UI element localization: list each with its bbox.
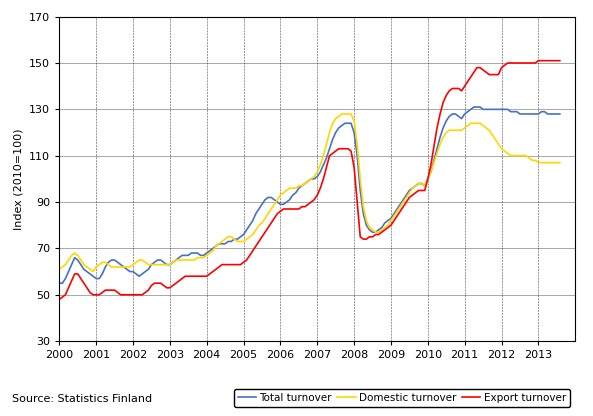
Line: Total turnover: Total turnover [59, 107, 560, 283]
Domestic turnover [90, 269, 97, 274]
Export turnover [556, 58, 563, 63]
Domestic turnover [449, 128, 456, 133]
Total turnover [421, 183, 428, 188]
Legend: Total turnover, Domestic turnover, Export turnover: Total turnover, Domestic turnover, Expor… [234, 389, 570, 407]
Export turnover [132, 292, 139, 297]
Export turnover [442, 93, 449, 98]
Total turnover [259, 202, 266, 207]
Line: Export turnover: Export turnover [59, 61, 560, 300]
Total turnover [132, 271, 139, 276]
Total turnover [295, 186, 302, 191]
Total turnover [556, 111, 563, 116]
Domestic turnover [556, 160, 563, 165]
Export turnover [295, 206, 302, 211]
Export turnover [535, 58, 542, 63]
Domestic turnover [538, 160, 545, 165]
Domestic turnover [338, 111, 345, 116]
Line: Domestic turnover: Domestic turnover [59, 114, 560, 272]
Export turnover [56, 297, 63, 302]
Total turnover [442, 119, 449, 124]
Domestic turnover [56, 267, 63, 272]
Export turnover [532, 60, 539, 65]
Y-axis label: Index (2010=100): Index (2010=100) [14, 128, 24, 230]
Total turnover [535, 111, 542, 116]
Domestic turnover [262, 216, 269, 221]
Domestic turnover [136, 258, 143, 262]
Export turnover [421, 188, 428, 193]
Text: Source: Statistics Finland: Source: Statistics Finland [12, 394, 152, 404]
Total turnover [470, 104, 477, 109]
Domestic turnover [298, 183, 305, 188]
Total turnover [56, 281, 63, 286]
Export turnover [259, 234, 266, 239]
Domestic turnover [428, 169, 435, 174]
